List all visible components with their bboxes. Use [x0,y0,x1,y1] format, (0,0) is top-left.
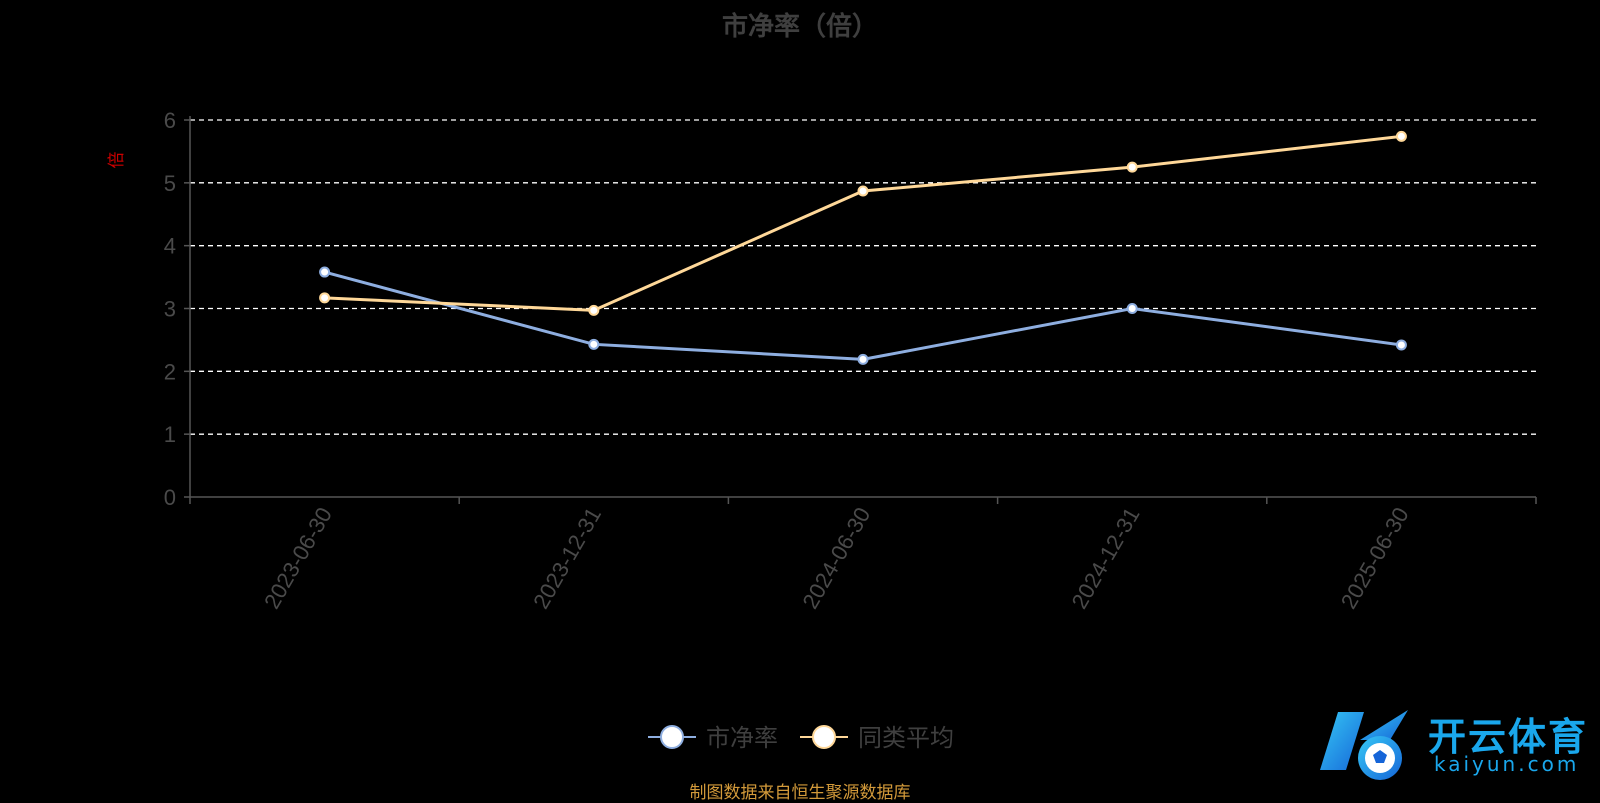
x-tick-label: 2024-12-31 [1067,503,1145,613]
y-tick-label: 1 [164,422,176,447]
data-point [588,304,600,316]
y-tick-label: 3 [164,297,176,322]
data-point [588,338,600,350]
series-line-pb [324,270,1402,361]
kaiyun-k-ball-icon [1320,710,1408,780]
data-point [319,266,331,278]
kaiyun-watermark-logo: 开云体育 kaiyun.com [1316,700,1596,790]
data-point [857,185,869,197]
legend-swatch-marker [660,725,684,749]
x-tick-label: 2024-06-30 [797,503,875,613]
data-source-note: 制图数据来自恒生聚源数据库 [689,783,911,803]
x-tick-label: 2025-06-30 [1336,503,1414,613]
data-point [857,353,869,365]
legend-label: 同类平均 [858,724,954,752]
y-tick-label: 5 [164,171,176,196]
kaiyun-brand-cn: 开云体育 [1428,715,1589,759]
legend-swatch-marker [812,725,836,749]
data-point [1126,303,1138,314]
y-tick-label: 2 [164,359,176,384]
y-tick-label: 0 [164,485,176,510]
data-point [1395,339,1407,351]
chart-title: 市净率（倍） [721,12,878,42]
y-axis-label: 倍 [107,152,127,169]
series-line-peer-avg [324,134,1402,312]
data-point [1126,161,1138,173]
kaiyun-brand-en: kaiyun.com [1434,752,1580,776]
y-tick-label: 6 [164,108,176,133]
x-tick-label: 2023-06-30 [259,503,337,613]
data-point [1395,130,1407,142]
data-point [319,292,331,304]
y-tick-label: 4 [164,234,176,259]
legend-label: 市净率 [706,724,778,752]
x-tick-label: 2023-12-31 [528,503,606,613]
